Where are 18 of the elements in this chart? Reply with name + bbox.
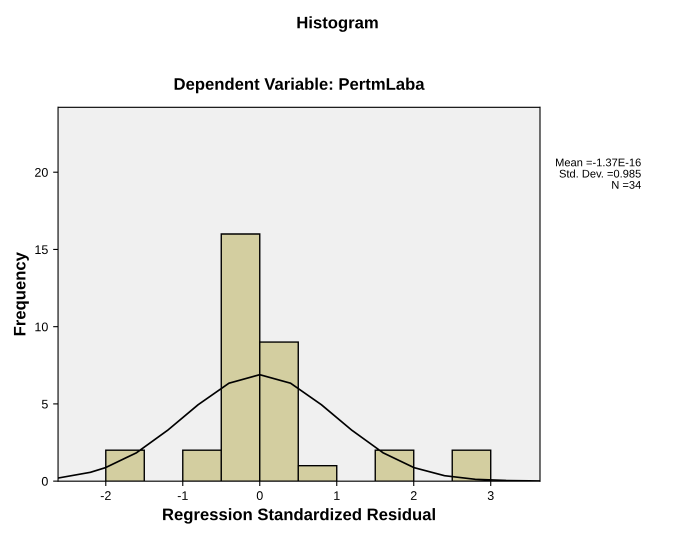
y-tick-label: 15	[35, 245, 48, 254]
x-axis-title: Regression Standardized Residual	[163, 508, 435, 524]
x-tick-label: 1	[334, 491, 340, 500]
y-tick-label: 10	[35, 322, 48, 332]
y-tick-label: 5	[42, 400, 48, 409]
x-tick-label: -2	[100, 491, 111, 500]
y-tick-label: 20	[35, 168, 48, 177]
text: N =34	[612, 180, 641, 189]
text: Std. Dev. =0.985	[560, 169, 641, 178]
x-tick-label: 3	[488, 491, 494, 500]
chart-subtitle: Dependent Variable: PertmLaba	[174, 78, 425, 94]
chart-title: Histogram	[297, 16, 378, 32]
x-tick-label: 0	[256, 491, 263, 500]
text: Mean =-1.37E-16	[556, 158, 641, 166]
y-axis-title: Frequency	[14, 252, 29, 336]
x-tick-label: -1	[178, 491, 188, 500]
y-tick-label: 0	[42, 476, 48, 486]
x-tick-label: 2	[410, 491, 417, 500]
